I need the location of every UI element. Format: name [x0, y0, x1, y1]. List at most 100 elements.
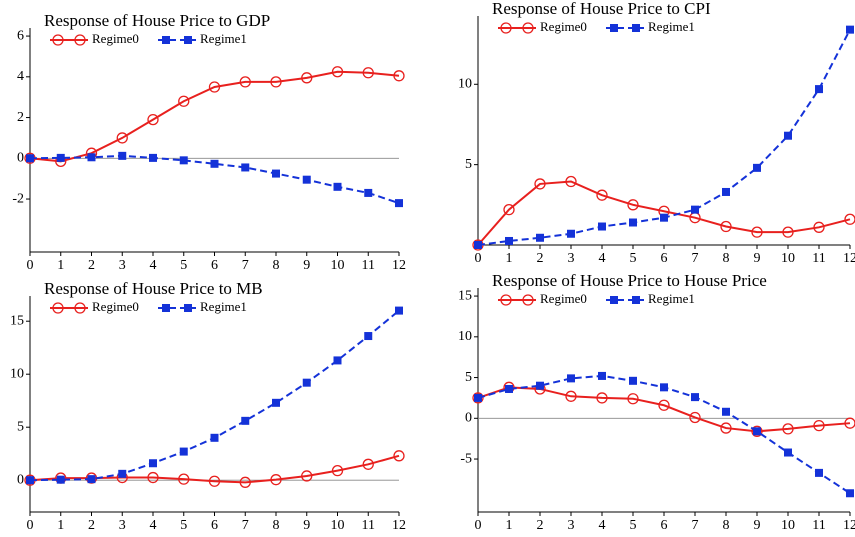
point: [720, 220, 732, 233]
legend-marker: [184, 36, 192, 44]
x-tick-label: 8: [273, 518, 280, 533]
point: [536, 381, 544, 390]
point: [629, 376, 637, 385]
x-tick-label: 0: [27, 518, 34, 533]
x-tick-label: 2: [88, 518, 95, 533]
x-tick-label: 6: [661, 518, 668, 533]
series-line: [29, 70, 400, 163]
x-tick-label: 6: [211, 518, 218, 533]
legend-label: Regime1: [200, 299, 247, 314]
legend-marker: [52, 302, 64, 314]
point: [536, 233, 544, 242]
point: [596, 392, 608, 404]
point: [241, 163, 250, 172]
x-tick-label: 3: [119, 258, 126, 273]
x-tick-label: 6: [661, 251, 668, 266]
y-tick-label: 10: [458, 329, 472, 344]
y-tick-label: 10: [10, 366, 24, 381]
series-line: [477, 29, 851, 246]
point: [596, 189, 608, 201]
x-tick-label: 8: [723, 518, 730, 533]
point: [846, 489, 854, 498]
legend-marker: [522, 294, 534, 306]
series-line: [29, 309, 400, 482]
point: [782, 423, 794, 435]
legend-label: Regime1: [648, 19, 695, 34]
legend-marker: [522, 22, 534, 34]
point: [301, 72, 313, 84]
y-tick-label: 10: [458, 77, 472, 92]
series-line: [477, 386, 851, 433]
point: [784, 448, 792, 457]
point: [751, 226, 763, 238]
x-tick-label: 5: [180, 258, 187, 273]
x-tick-label: 9: [303, 518, 310, 533]
point: [689, 411, 701, 424]
point: [362, 67, 374, 79]
x-tick-label: 0: [475, 518, 482, 533]
x-tick-label: 0: [27, 258, 34, 273]
point: [722, 407, 730, 416]
legend-marker: [500, 22, 512, 34]
point: [751, 425, 763, 437]
y-tick-label: 0: [465, 411, 472, 426]
x-tick-label: 7: [692, 251, 699, 266]
x-tick-label: 8: [723, 251, 730, 266]
point: [239, 476, 251, 488]
point: [302, 175, 311, 184]
point: [565, 175, 577, 188]
point: [782, 226, 794, 238]
legend-label: Regime0: [540, 19, 587, 34]
x-tick-label: 12: [392, 518, 406, 533]
y-tick-label: 15: [458, 288, 472, 303]
point: [147, 471, 159, 484]
point: [364, 188, 373, 197]
x-tick-label: 7: [692, 518, 699, 533]
x-tick-label: 5: [180, 518, 187, 533]
x-tick-label: 12: [392, 258, 406, 273]
point: [753, 427, 761, 436]
legend-marker: [162, 304, 170, 312]
point: [118, 151, 127, 160]
x-tick-label: 1: [506, 518, 513, 533]
point: [333, 356, 342, 365]
point: [474, 241, 482, 249]
point: [241, 416, 250, 425]
x-tick-label: 8: [273, 258, 280, 273]
point: [660, 383, 668, 392]
point: [362, 458, 374, 470]
legend-marker: [74, 34, 86, 46]
point: [815, 468, 823, 477]
legend-marker: [162, 36, 170, 44]
point: [505, 384, 513, 393]
point: [301, 470, 313, 482]
x-tick-label: 3: [568, 518, 575, 533]
point: [691, 393, 699, 402]
point: [364, 332, 373, 341]
y-tick-label: 5: [17, 419, 24, 434]
point: [629, 218, 637, 227]
x-tick-label: 7: [242, 258, 249, 273]
chart-title: Response of House Price to GDP: [44, 11, 270, 30]
legend-label: Regime1: [648, 291, 695, 306]
legend-marker: [52, 34, 64, 46]
legend-marker: [632, 296, 640, 304]
x-tick-label: 11: [362, 258, 375, 273]
point: [472, 392, 484, 404]
point: [333, 182, 342, 191]
point: [844, 417, 855, 429]
point: [331, 465, 344, 477]
y-tick-label: -2: [12, 191, 24, 206]
point: [210, 159, 219, 168]
point: [270, 474, 282, 486]
y-tick-label: 5: [465, 370, 472, 385]
point: [26, 476, 34, 485]
x-tick-label: 9: [754, 518, 761, 533]
legend-marker: [610, 296, 618, 304]
legend-label: Regime0: [92, 299, 139, 314]
x-tick-label: 1: [57, 258, 64, 273]
